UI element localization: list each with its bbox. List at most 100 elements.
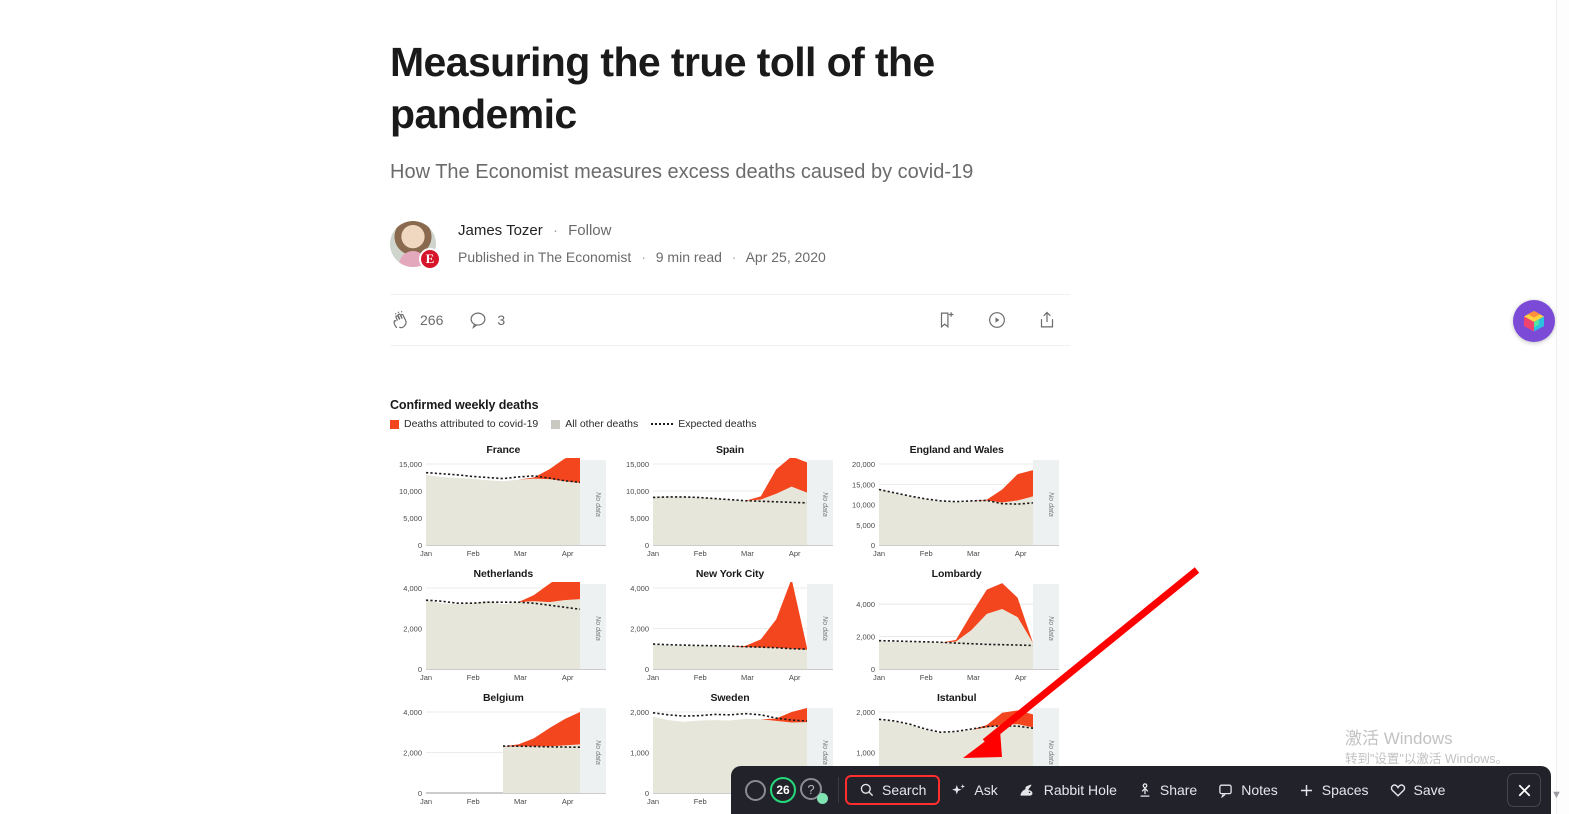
floating-cube-button[interactable]	[1513, 300, 1555, 342]
chart-figure: Confirmed weekly deaths Deaths attribute…	[390, 398, 1070, 814]
byline-meta-row: Published in The Economist · 9 min read …	[458, 246, 826, 268]
toolbar-label-spaces: Spaces	[1321, 782, 1369, 798]
svg-text:15,000: 15,000	[626, 460, 649, 469]
svg-text:Feb: Feb	[693, 797, 706, 806]
svg-text:Jan: Jan	[420, 797, 432, 806]
svg-text:Feb: Feb	[467, 797, 480, 806]
svg-text:15,000: 15,000	[399, 460, 422, 469]
toolbar-item-share[interactable]: Share	[1127, 775, 1207, 806]
svg-text:15,000: 15,000	[852, 480, 875, 489]
publication-link[interactable]: The Economist	[537, 249, 632, 265]
plus-icon	[1300, 784, 1312, 796]
panel-plot: 0 5,000 10,000 15,000 No data Jan Feb Mar Apr	[626, 458, 833, 558]
toolbar-item-save[interactable]: Save	[1379, 775, 1456, 805]
panel-title: France	[486, 444, 521, 456]
series-other-deaths	[879, 609, 1034, 669]
toolbar-item-notes[interactable]: Notes	[1207, 775, 1288, 805]
watermark-line-2: 转到"设置"以激活 Windows。	[1345, 752, 1509, 766]
panel-plot: 0 2,000 4,000 No data Jan Feb Mar Apr	[403, 708, 606, 806]
svg-text:1,000: 1,000	[630, 749, 649, 758]
publication-badge: E	[419, 248, 441, 270]
byline-text: James Tozer · Follow Published in The Ec…	[458, 220, 826, 268]
svg-text:Feb: Feb	[693, 549, 706, 558]
svg-text:No data: No data	[594, 616, 601, 641]
engagement-right-group	[936, 309, 1070, 331]
svg-text:No data: No data	[594, 492, 601, 517]
chart-panel-netherlands: Netherlands 0 2,000 4,000 No data Jan Feb Mar Ap…	[390, 568, 617, 692]
svg-text:Jan: Jan	[647, 549, 659, 558]
chart-panel-spain: Spain 0 5,000 10,000 15,000 No data Jan Feb Mar A…	[617, 444, 844, 568]
legend-swatch-covid-icon	[390, 419, 399, 429]
scroll-down-caret-icon[interactable]: ▼	[1551, 789, 1562, 801]
help-icon: ?	[800, 778, 822, 800]
toolbar-label-save: Save	[1413, 782, 1446, 798]
count-badge[interactable]: 26	[770, 777, 796, 803]
legend-item-covid: Deaths attributed to covid-19	[390, 418, 538, 430]
series-covid-deaths	[652, 458, 807, 501]
play-circle-icon[interactable]	[986, 309, 1008, 331]
legend-label-expected: Expected deaths	[678, 418, 757, 430]
article-subtitle: How The Economist measures excess deaths…	[390, 161, 974, 183]
panel-title: Belgium	[482, 692, 524, 704]
comment-icon	[470, 312, 486, 330]
svg-text:0: 0	[644, 541, 648, 550]
panel-plot: 0 2,000 4,000 No data Jan Feb Mar Apr	[857, 583, 1060, 682]
panel-plot: 0 2,000 4,000 No data Jan Feb Mar Apr	[403, 582, 606, 682]
toolbar-close-button[interactable]	[1507, 773, 1541, 807]
panel-title: New York City	[695, 568, 765, 580]
page-scrollbar[interactable]	[1556, 0, 1569, 814]
toolbar-item-search[interactable]: Search	[845, 775, 941, 805]
legend-swatch-other-icon	[551, 419, 561, 429]
svg-text:10,000: 10,000	[852, 501, 875, 510]
byline-separator: ·	[552, 222, 558, 239]
svg-text:Jan: Jan	[647, 673, 659, 682]
toolbar-item-spaces[interactable]: Spaces	[1288, 775, 1379, 806]
toolbar-item-ask[interactable]: Ask	[940, 775, 1007, 806]
clap-count: 266	[420, 312, 444, 328]
svg-text:Apr: Apr	[562, 673, 574, 682]
panel-title: Sweden	[710, 692, 750, 704]
follow-link[interactable]: Follow	[568, 222, 612, 239]
author-name[interactable]: James Tozer	[458, 222, 543, 239]
toolbar-item-rabbit-hole[interactable]: Rabbit Hole	[1008, 775, 1127, 806]
search-icon	[860, 783, 874, 797]
svg-text:Mar: Mar	[741, 673, 754, 682]
article-container: Measuring the true toll of the pandemic …	[390, 0, 1070, 814]
panel-title: Istanbul	[936, 692, 977, 704]
svg-text:10,000: 10,000	[399, 487, 422, 496]
progress-ring-icon[interactable]	[745, 779, 766, 801]
svg-text:0: 0	[418, 541, 422, 550]
svg-text:Jan: Jan	[647, 797, 659, 806]
svg-text:Mar: Mar	[741, 549, 754, 558]
svg-text:4,000: 4,000	[403, 708, 422, 717]
help-button[interactable]: ?	[800, 778, 828, 804]
chart-panel-new-york-city: New York City 0 2,000 4,000 No data Jan Feb Mar…	[617, 568, 844, 692]
svg-text:0: 0	[871, 541, 875, 550]
chart-legend: Deaths attributed to covid-19 All other …	[390, 418, 1070, 430]
meta-separator-1: ·	[641, 249, 646, 265]
svg-text:Mar: Mar	[514, 797, 527, 806]
comment-button[interactable]: 3	[467, 309, 505, 331]
svg-text:Mar: Mar	[514, 673, 527, 682]
chart-panel-belgium: Belgium 0 2,000 4,000 No data Jan Feb Mar Apr	[390, 692, 617, 814]
svg-text:2,000: 2,000	[857, 708, 876, 717]
series-covid-deaths	[503, 712, 580, 747]
svg-text:No data: No data	[821, 492, 828, 517]
series-expected-deaths	[652, 643, 807, 650]
bookmark-add-icon[interactable]	[936, 309, 958, 331]
svg-text:2,000: 2,000	[403, 749, 422, 758]
svg-text:5,000: 5,000	[630, 514, 649, 523]
svg-text:Feb: Feb	[920, 549, 933, 558]
avatar[interactable]: E	[390, 221, 441, 270]
panel-title: Netherlands	[473, 568, 534, 580]
legend-swatch-expected-icon	[651, 423, 674, 425]
chart-title: Confirmed weekly deaths	[390, 398, 539, 412]
share-node-icon	[1140, 782, 1150, 797]
svg-text:2,000: 2,000	[630, 708, 649, 717]
svg-text:4,000: 4,000	[857, 600, 876, 609]
engagement-left-group: 266 3	[390, 309, 505, 331]
share-upload-icon[interactable]	[1036, 309, 1058, 331]
clap-button[interactable]: 266	[390, 309, 443, 331]
svg-text:No data: No data	[594, 740, 601, 765]
